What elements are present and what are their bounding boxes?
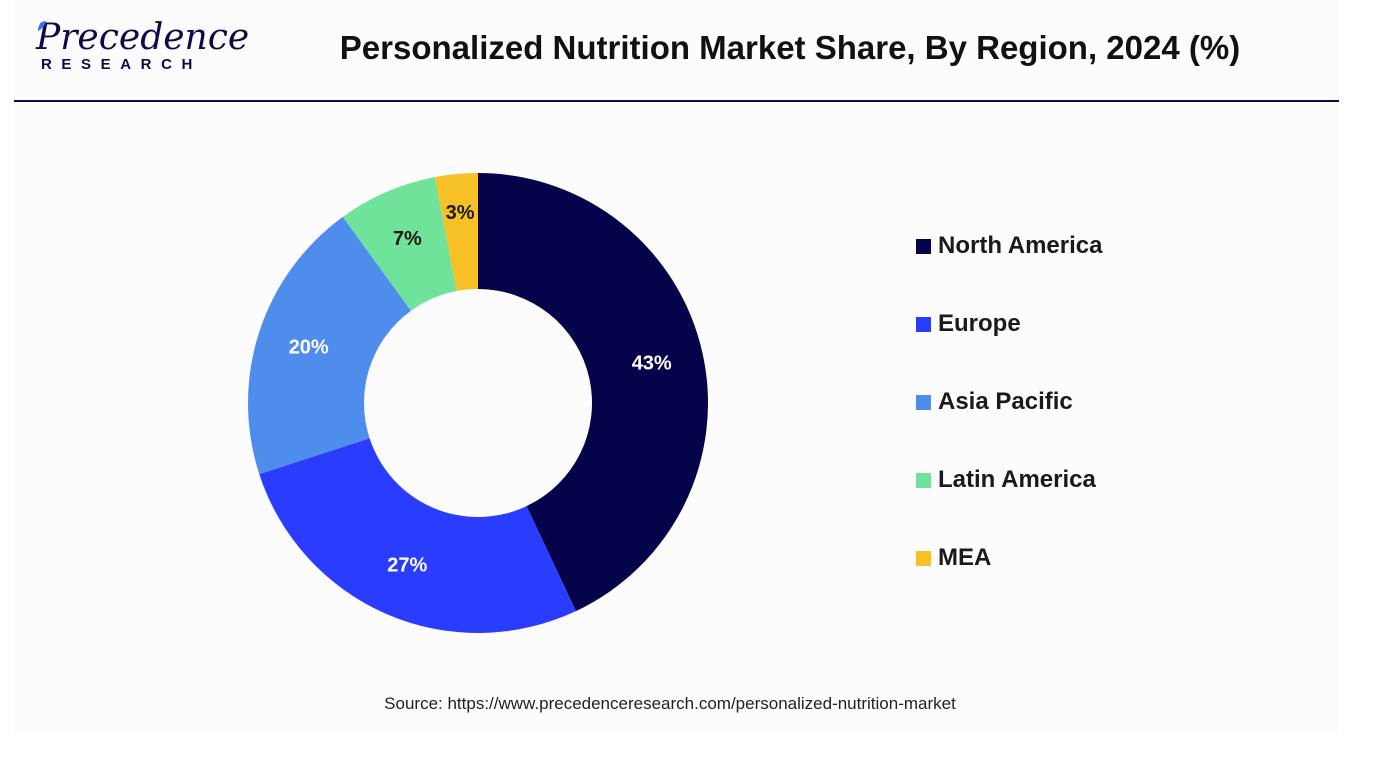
precedence-research-logo: Precedence RESEARCH	[36, 18, 249, 78]
leaf-icon	[38, 21, 46, 31]
chart-title: Personalized Nutrition Market Share, By …	[339, 29, 1241, 66]
slice-label-north-america: 43%	[632, 352, 672, 374]
legend-swatch-asia-pacific	[916, 395, 931, 410]
legend-item-europe: Europe	[916, 306, 1236, 384]
source-note: Source: https://www.precedenceresearch.c…	[384, 694, 956, 713]
slice-label-asia-pacific: 20%	[289, 336, 329, 358]
donut-slice-asia-pacific	[248, 216, 411, 475]
donut-slice-europe	[259, 438, 576, 633]
legend-item-north-america: North America	[916, 228, 1236, 306]
donut-slice-north-america	[478, 173, 708, 612]
legend-label-latin-america: Latin America	[938, 466, 1096, 493]
logo-wordmark: Precedence	[36, 17, 250, 58]
legend-item-asia-pacific: Asia Pacific	[916, 384, 1236, 462]
legend-label-europe: Europe	[938, 310, 1021, 337]
chart-legend: North America Europe Asia Pacific Latin Ame…	[916, 228, 1236, 618]
legend-label-mea: MEA	[938, 544, 992, 571]
legend-label-asia-pacific: Asia Pacific	[938, 388, 1073, 415]
legend-swatch-europe	[916, 317, 931, 332]
donut-slice-mea	[434, 173, 478, 292]
logo-subtitle: RESEARCH	[41, 56, 202, 73]
slice-label-europe: 27%	[387, 555, 427, 577]
legend-swatch-mea	[916, 551, 931, 566]
donut-slice-latin-america	[342, 177, 457, 311]
header-divider	[14, 100, 1339, 102]
legend-label-north-america: North America	[938, 232, 1103, 259]
slice-label-mea: 3%	[446, 202, 475, 224]
legend-swatch-latin-america	[916, 473, 931, 488]
legend-swatch-north-america	[916, 239, 931, 254]
slice-label-latin-america: 7%	[393, 228, 422, 250]
legend-item-latin-america: Latin America	[916, 462, 1236, 540]
legend-item-mea: MEA	[916, 540, 1236, 618]
